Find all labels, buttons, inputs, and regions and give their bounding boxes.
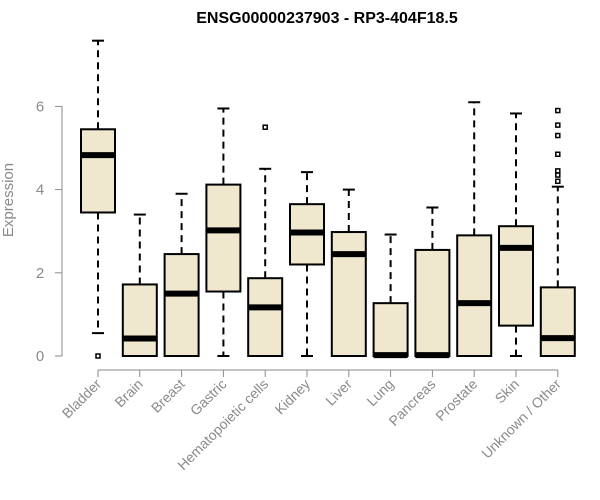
box-group [414, 206, 451, 359]
box-group [205, 107, 242, 357]
x-tick-label: Kidney [272, 376, 314, 418]
box-group [163, 192, 200, 357]
x-tick-label: Skin [492, 376, 523, 407]
box-iqr [80, 128, 116, 214]
box-iqr [247, 277, 284, 358]
box-iqr [498, 225, 534, 327]
box-iqr [456, 234, 493, 357]
box-group [247, 124, 284, 358]
x-tick-label: Bladder [59, 376, 105, 422]
y-tick-label: 2 [36, 265, 44, 282]
outlier-point [555, 122, 561, 128]
outlier-point [555, 132, 561, 139]
x-tick-label: Breast [148, 376, 188, 416]
x-tick-label: Brain [111, 376, 145, 410]
outlier-point [555, 178, 561, 185]
x-tick-label: Unknown / Other [478, 376, 564, 462]
outlier-point [555, 151, 561, 157]
box-iqr [121, 283, 158, 357]
x-tick-label: Prostate [432, 376, 480, 424]
box-iqr [205, 183, 242, 293]
outlier-point [555, 172, 561, 178]
box-group [539, 107, 576, 357]
boxplot-boxes [80, 39, 576, 359]
y-tick-label: 6 [36, 98, 44, 115]
y-axis-ticks: 0 2 4 6 [36, 98, 62, 365]
y-tick-label: 0 [36, 348, 44, 365]
outlier-point [95, 353, 101, 359]
box-iqr [163, 253, 200, 357]
chart-title: ENSG00000237903 - RP3-404F18.5 [196, 10, 458, 27]
box-group [498, 112, 534, 357]
y-axis-label: Expression [0, 163, 17, 237]
box-group [456, 101, 493, 357]
box-iqr [372, 302, 409, 357]
outlier-point [262, 124, 268, 130]
y-tick-label: 4 [36, 182, 44, 199]
box-group [80, 39, 116, 359]
x-tick-label: Liver [322, 376, 355, 409]
box-group [289, 171, 325, 357]
box-group [372, 233, 409, 359]
outlier-point [555, 107, 561, 114]
box-iqr [414, 248, 451, 357]
box-group [330, 188, 367, 357]
box-iqr [330, 231, 367, 357]
box-iqr [539, 286, 576, 357]
x-tick-label: Lung [363, 376, 396, 409]
box-group [121, 213, 158, 357]
outlier-point [555, 168, 561, 174]
